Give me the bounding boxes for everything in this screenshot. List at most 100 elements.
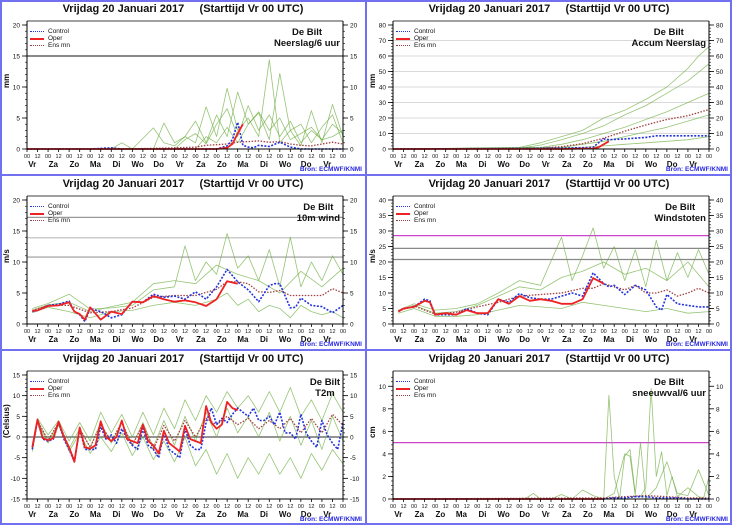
x-tick-label: 00 xyxy=(171,329,177,335)
source-credit: Bron: ECMWF/KNMI xyxy=(299,341,362,348)
x-tick-label: 00 xyxy=(622,329,628,335)
x-tick-label: 00 xyxy=(664,329,670,335)
x-tick-label: 00 xyxy=(432,329,438,335)
variable-name: Neerslag/6 uur xyxy=(274,38,340,49)
legend-item: Control xyxy=(396,378,436,385)
x-tick-label: 12 xyxy=(98,329,104,335)
x-day-label: Di xyxy=(260,510,268,519)
x-day-label: Wo xyxy=(497,335,509,344)
x-day-label: Vr xyxy=(323,510,331,519)
x-day-label: Vr xyxy=(689,510,697,519)
x-day-label: Wo xyxy=(279,510,291,519)
x-day-label: Za xyxy=(415,335,425,344)
legend: Control Oper Ens mn xyxy=(30,203,70,224)
x-tick-label: 12 xyxy=(182,504,188,510)
y-tick-label-left: 10 xyxy=(379,384,387,391)
x-day-label: Za xyxy=(196,335,206,344)
x-day-label: Zo xyxy=(70,335,80,344)
x-day-label: Vr xyxy=(176,510,184,519)
legend-item: Ens mn xyxy=(396,392,436,399)
x-tick-label: 00 xyxy=(411,154,417,160)
series-line-ens-mn xyxy=(392,494,709,500)
x-day-label: Ma xyxy=(603,160,615,169)
x-tick-label: 12 xyxy=(653,154,659,160)
x-tick-label: 00 xyxy=(580,154,586,160)
series-line-ens-member-a xyxy=(27,59,344,150)
y-tick-label-right: 0 xyxy=(350,322,354,329)
x-tick-label: 12 xyxy=(674,504,680,510)
x-tick-label: 00 xyxy=(474,504,480,510)
legend-label: Control xyxy=(48,378,69,385)
legend-item: Ens mn xyxy=(396,42,436,49)
x-tick-label: 00 xyxy=(235,154,241,160)
station-label: De Bilt sneeuwval/6 uur xyxy=(632,377,706,399)
x-tick-label: 12 xyxy=(548,154,554,160)
x-tick-label: 00 xyxy=(319,154,325,160)
x-day-label: Ma xyxy=(456,510,468,519)
x-tick-label: 12 xyxy=(590,154,596,160)
panel-10m-wind: Vrijdag 20 Januari 2017 (Starttijd Vr 00… xyxy=(0,175,366,350)
y-tick-label-left: 0 xyxy=(382,322,386,329)
x-tick-label: 12 xyxy=(34,329,40,335)
y-axis-label: m/s xyxy=(2,249,11,263)
y-tick-label-right: 10 xyxy=(716,384,724,391)
x-tick-label: 12 xyxy=(653,329,659,335)
x-tick-label: 00 xyxy=(298,154,304,160)
x-tick-label: 12 xyxy=(443,329,449,335)
x-day-label: Vr xyxy=(323,335,331,344)
x-tick-label: 00 xyxy=(192,504,198,510)
x-day-label: Ma xyxy=(237,160,249,169)
legend-swatch xyxy=(30,212,44,215)
x-tick-label: 12 xyxy=(224,154,230,160)
y-tick-label-left: 15 xyxy=(13,54,21,61)
x-tick-label: 12 xyxy=(98,504,104,510)
x-day-label: Wo xyxy=(645,160,657,169)
x-day-label: Vr xyxy=(542,160,550,169)
y-tick-label-left: 25 xyxy=(379,244,387,251)
x-tick-label: 00 xyxy=(192,154,198,160)
legend-item: Control xyxy=(30,378,70,385)
y-tick-label-right: 20 xyxy=(716,260,724,267)
x-tick-label: 00 xyxy=(390,329,396,335)
y-tick-label-right: 0 xyxy=(716,147,720,154)
x-tick-label: 00 xyxy=(24,154,30,160)
x-tick-label: 12 xyxy=(632,329,638,335)
y-tick-label-left: 40 xyxy=(379,85,387,92)
legend-item: Oper xyxy=(30,210,70,217)
x-tick-label: 00 xyxy=(685,329,691,335)
legend-swatch xyxy=(30,220,44,221)
y-tick-label-left: 10 xyxy=(379,131,387,138)
x-day-label: Za xyxy=(196,160,206,169)
series-line-ens-mn xyxy=(31,413,344,461)
x-day-label: Do xyxy=(153,160,164,169)
x-tick-label: 12 xyxy=(182,154,188,160)
x-day-label: Zo xyxy=(436,335,446,344)
x-day-label: Do xyxy=(153,335,164,344)
legend-item: Oper xyxy=(396,385,436,392)
x-tick-label: 12 xyxy=(527,504,533,510)
y-tick-label-right: 40 xyxy=(716,198,724,205)
x-tick-label: 00 xyxy=(453,329,459,335)
legend-swatch xyxy=(30,387,44,390)
x-tick-label: 00 xyxy=(390,504,396,510)
legend-item: Control xyxy=(30,203,70,210)
chart-title: Vrijdag 20 Januari 2017 (Starttijd Vr 00… xyxy=(428,3,670,15)
y-tick-label-right: 10 xyxy=(716,131,724,138)
x-tick-label: 00 xyxy=(706,504,712,510)
x-tick-label: 12 xyxy=(224,329,230,335)
legend-label: Ens mn xyxy=(48,42,71,49)
station-name: De Bilt xyxy=(291,27,323,38)
y-tick-label-left: 35 xyxy=(379,213,387,220)
station-label: De Bilt Accum Neerslag xyxy=(632,27,706,49)
source-credit: Bron: ECMWF/KNMI xyxy=(299,516,362,523)
series-line-oper xyxy=(32,280,238,321)
y-tick-label-right: 15 xyxy=(350,229,358,236)
series-line-ens-member-d xyxy=(392,114,710,150)
y-tick-label-right: 35 xyxy=(716,213,724,220)
x-tick-label: 12 xyxy=(527,154,533,160)
y-tick-label-right: 20 xyxy=(350,23,358,30)
legend-swatch xyxy=(396,45,410,46)
x-tick-label: 00 xyxy=(214,154,220,160)
legend-swatch xyxy=(396,387,410,390)
